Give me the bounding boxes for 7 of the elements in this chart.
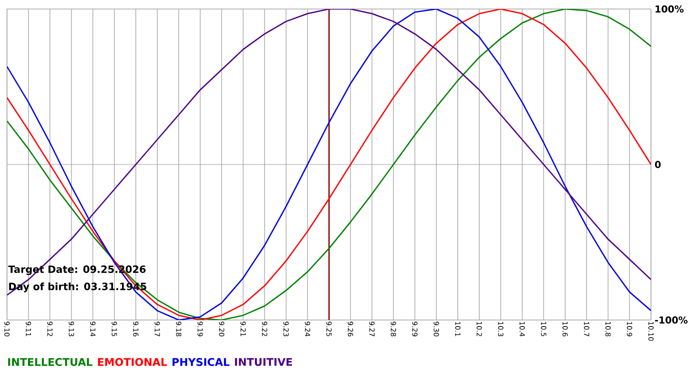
y-tick-label: -100% (655, 316, 688, 324)
y-tick-label: 100% (656, 5, 684, 13)
text: PHYSICAL (172, 358, 230, 366)
text: INTELLECTUAL (8, 358, 92, 366)
y-tick-label: 0 (654, 160, 661, 168)
text: INTUITIVE (235, 358, 292, 366)
text: EMOTIONAL (98, 358, 167, 366)
